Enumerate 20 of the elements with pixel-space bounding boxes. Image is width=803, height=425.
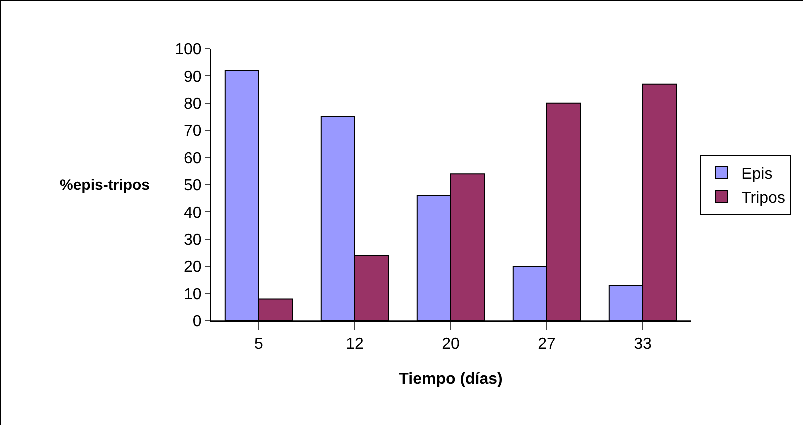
y-tick-label: 40	[184, 204, 202, 222]
y-tick-label: 80	[184, 96, 202, 113]
y-tick-label: 30	[184, 232, 202, 249]
y-tick-label: 10	[184, 286, 202, 304]
x-axis-title: Tiempo (días)	[399, 370, 503, 388]
y-tick-label: 70	[184, 123, 202, 140]
x-tick-label: 20	[442, 336, 460, 354]
y-tick-label: 90	[184, 68, 202, 86]
y-axis-title: %epis-tripos	[60, 177, 150, 194]
x-tick-label: 27	[538, 336, 556, 354]
legend-label: Epis	[742, 166, 773, 184]
x-tick-label: 12	[346, 336, 364, 354]
y-tick-label: 20	[184, 259, 202, 276]
x-tick-label: 33	[634, 336, 652, 354]
y-tick-label: 60	[184, 150, 202, 168]
x-tick-label: 5	[254, 336, 264, 354]
y-tick-label: 100	[175, 42, 202, 59]
legend-label: Tripos	[742, 190, 786, 207]
y-tick-label: 0	[192, 314, 202, 331]
y-tick-label: 50	[184, 178, 202, 195]
